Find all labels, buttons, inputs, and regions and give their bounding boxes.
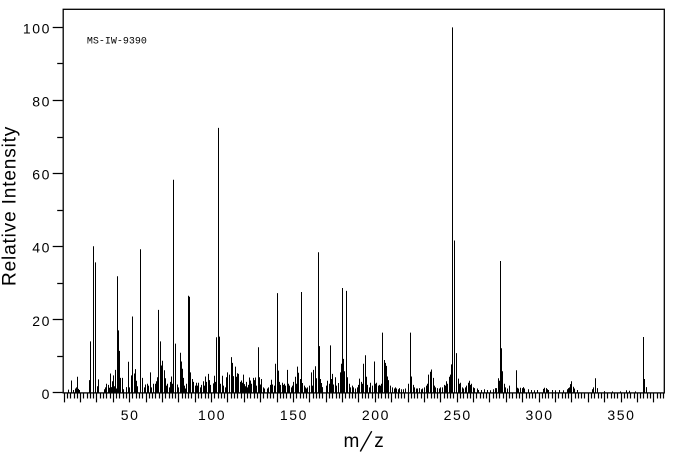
svg-text:0: 0 (42, 386, 51, 402)
svg-text:150: 150 (280, 407, 308, 423)
svg-text:80: 80 (32, 94, 51, 110)
svg-text:z: z (374, 431, 384, 452)
svg-text:Relative Intensity: Relative Intensity (0, 126, 21, 286)
svg-text:MS-IW-9390: MS-IW-9390 (87, 36, 147, 47)
svg-text:40: 40 (32, 240, 51, 256)
svg-text:250: 250 (444, 407, 472, 423)
svg-text:100: 100 (198, 407, 226, 423)
svg-text:100: 100 (23, 20, 51, 36)
svg-text:350: 350 (607, 407, 635, 423)
svg-text:50: 50 (121, 407, 140, 423)
svg-text:m: m (344, 431, 360, 452)
svg-text:300: 300 (526, 407, 554, 423)
svg-text:60: 60 (32, 167, 51, 183)
svg-text:200: 200 (362, 407, 390, 423)
svg-text:20: 20 (32, 313, 51, 329)
